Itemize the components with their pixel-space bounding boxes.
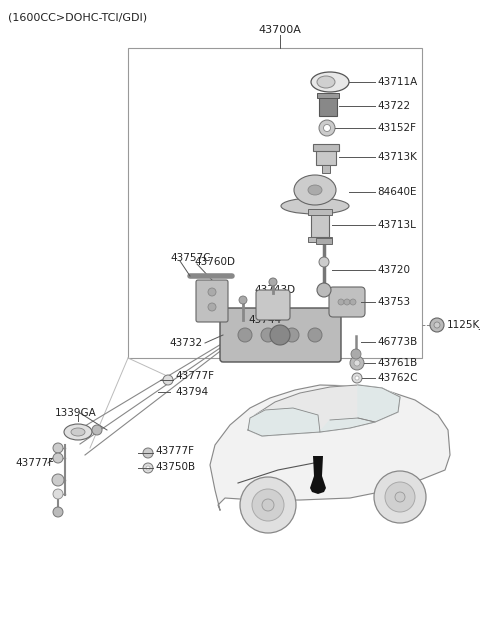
Circle shape [350, 356, 364, 370]
Text: (1600CC>DOHC-TCI/GDI): (1600CC>DOHC-TCI/GDI) [8, 13, 147, 23]
Bar [308, 209, 332, 215]
Ellipse shape [71, 428, 85, 436]
Circle shape [53, 443, 63, 453]
Circle shape [143, 448, 153, 458]
Bar [311, 213, 329, 237]
Bar [308, 237, 332, 242]
Circle shape [53, 489, 63, 499]
Circle shape [355, 376, 359, 380]
FancyBboxPatch shape [329, 287, 365, 317]
FancyBboxPatch shape [256, 290, 290, 320]
Text: 1125KJ: 1125KJ [447, 320, 480, 330]
Polygon shape [248, 385, 400, 436]
Polygon shape [210, 385, 450, 510]
Bar [319, 96, 337, 116]
Text: 43720: 43720 [377, 265, 410, 275]
Text: 43722: 43722 [377, 101, 410, 111]
Ellipse shape [294, 175, 336, 205]
Circle shape [240, 477, 296, 533]
Text: 43761B: 43761B [377, 358, 417, 368]
Text: 43757C: 43757C [170, 253, 211, 263]
Circle shape [52, 474, 64, 486]
Circle shape [208, 288, 216, 296]
Text: 43762C: 43762C [377, 373, 418, 383]
Text: 84640E: 84640E [377, 187, 417, 197]
FancyBboxPatch shape [196, 280, 228, 322]
Text: 43711A: 43711A [377, 77, 417, 87]
Circle shape [319, 120, 335, 136]
Bar [313, 144, 339, 151]
Circle shape [261, 328, 275, 342]
Text: 43794: 43794 [175, 387, 208, 397]
Circle shape [252, 489, 284, 521]
Ellipse shape [317, 76, 335, 88]
Text: 43777F: 43777F [175, 371, 214, 381]
Circle shape [395, 492, 405, 502]
Text: 43743D: 43743D [254, 285, 296, 295]
Text: 43760D: 43760D [194, 257, 235, 267]
Circle shape [262, 499, 274, 511]
Circle shape [238, 328, 252, 342]
Polygon shape [310, 456, 326, 494]
Text: 43732: 43732 [170, 338, 203, 348]
Circle shape [53, 453, 63, 463]
Circle shape [338, 299, 344, 305]
Circle shape [163, 375, 173, 385]
Circle shape [352, 373, 362, 383]
Circle shape [374, 471, 426, 523]
Ellipse shape [281, 198, 349, 214]
FancyBboxPatch shape [220, 308, 341, 362]
Text: 46773B: 46773B [377, 337, 417, 347]
Text: 43777F: 43777F [15, 458, 54, 468]
Circle shape [351, 349, 361, 359]
Ellipse shape [308, 185, 322, 195]
Polygon shape [320, 418, 375, 432]
Text: 43744: 43744 [248, 315, 281, 325]
Bar [317, 93, 339, 98]
Circle shape [143, 463, 153, 473]
Circle shape [308, 328, 322, 342]
Text: 1339GA: 1339GA [55, 408, 97, 418]
Text: 43700A: 43700A [259, 25, 301, 35]
Circle shape [208, 303, 216, 311]
Bar [316, 238, 332, 244]
Text: 43777F: 43777F [155, 446, 194, 456]
Circle shape [146, 466, 150, 470]
Ellipse shape [64, 424, 92, 440]
Circle shape [319, 257, 329, 267]
Bar [128, 48, 422, 358]
Circle shape [354, 360, 360, 366]
Text: 43753: 43753 [377, 297, 410, 307]
Circle shape [324, 125, 331, 132]
Polygon shape [358, 385, 400, 422]
Ellipse shape [311, 72, 349, 92]
Circle shape [385, 482, 415, 512]
Bar [322, 165, 330, 173]
Polygon shape [248, 408, 320, 436]
Bar [316, 149, 336, 165]
Circle shape [269, 278, 277, 286]
Text: 43750B: 43750B [155, 462, 195, 472]
Text: 43713L: 43713L [377, 220, 416, 230]
Circle shape [430, 318, 444, 332]
Circle shape [350, 299, 356, 305]
Circle shape [317, 283, 331, 297]
Circle shape [53, 507, 63, 517]
Circle shape [92, 425, 102, 435]
Circle shape [344, 299, 350, 305]
Text: 43713K: 43713K [377, 152, 417, 162]
Circle shape [270, 325, 290, 345]
Circle shape [239, 296, 247, 304]
Text: 43152F: 43152F [377, 123, 416, 133]
Circle shape [434, 322, 440, 328]
Circle shape [285, 328, 299, 342]
